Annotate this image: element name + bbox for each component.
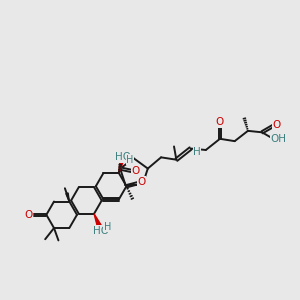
Text: H: H (193, 147, 201, 157)
Polygon shape (119, 160, 124, 173)
Text: H: H (126, 155, 134, 165)
Text: HO: HO (115, 152, 131, 162)
Text: O: O (25, 210, 33, 220)
Text: H: H (104, 222, 111, 232)
Text: O: O (137, 177, 145, 187)
Polygon shape (66, 193, 69, 202)
Text: O: O (216, 117, 224, 127)
Text: HO: HO (93, 226, 109, 236)
Text: O: O (273, 120, 281, 130)
Text: O: O (132, 166, 140, 176)
Polygon shape (94, 214, 101, 227)
Text: OH: OH (271, 134, 286, 144)
